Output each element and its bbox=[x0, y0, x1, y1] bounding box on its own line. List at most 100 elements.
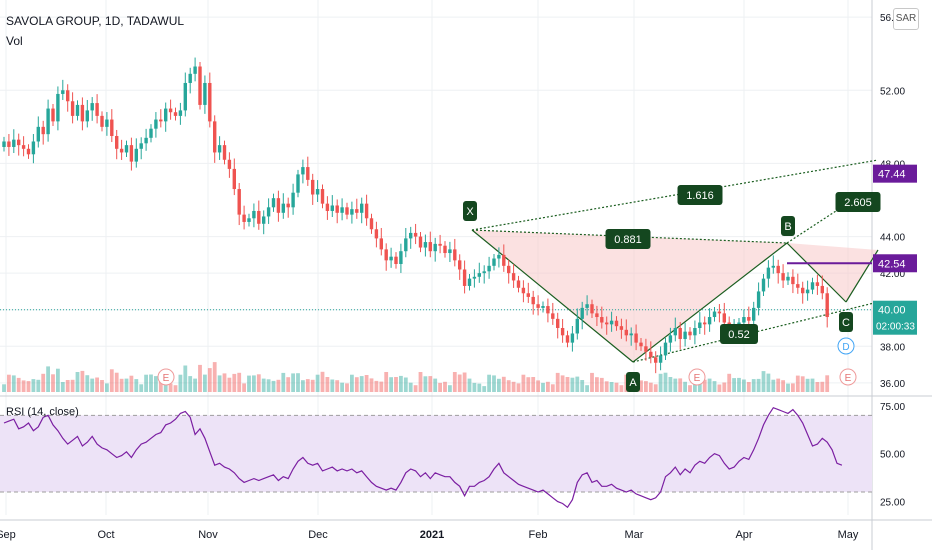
candle-body bbox=[614, 320, 619, 327]
x-tick-label: Sep bbox=[0, 529, 16, 541]
candle-body bbox=[217, 145, 222, 153]
volume-bar bbox=[129, 375, 134, 392]
volume-bar bbox=[207, 368, 212, 392]
candle-body bbox=[502, 254, 506, 266]
volume-bar bbox=[727, 373, 732, 392]
volume-bar bbox=[256, 374, 261, 392]
volume-bar bbox=[21, 380, 26, 392]
price-axis: Sep Oct Nov Dec 2021 Feb Mar Apr May 36.00 38.00 42… bbox=[0, 13, 917, 541]
candle-body bbox=[237, 189, 241, 215]
candle-body bbox=[374, 229, 379, 239]
volume-bar bbox=[379, 381, 384, 392]
price-tag-last: 40.00 bbox=[878, 305, 906, 317]
candle-body bbox=[301, 167, 305, 175]
volume-bar bbox=[168, 383, 173, 392]
volume-bar bbox=[247, 375, 251, 392]
volume-bar bbox=[550, 384, 555, 392]
candle-body bbox=[551, 313, 555, 319]
volume-bar bbox=[281, 372, 286, 392]
volume-bar bbox=[222, 373, 227, 392]
candle-body bbox=[771, 265, 775, 268]
candle-body bbox=[438, 243, 442, 246]
volume-bar bbox=[648, 382, 653, 392]
point-c-bg bbox=[839, 312, 853, 332]
volume-bar bbox=[825, 375, 830, 392]
volume-bar bbox=[443, 381, 447, 392]
candle-body bbox=[786, 276, 790, 281]
candle-body bbox=[208, 82, 212, 122]
volume-bar bbox=[482, 386, 487, 392]
candle-body bbox=[756, 291, 761, 308]
volume-bar bbox=[722, 382, 727, 392]
earnings-marker-bg bbox=[839, 368, 857, 386]
volume-bar bbox=[276, 379, 281, 392]
candle-body bbox=[66, 90, 70, 102]
candle-body bbox=[17, 139, 21, 146]
y-tick-label: 52.00 bbox=[880, 86, 905, 97]
candle-body bbox=[443, 245, 447, 254]
volume-bar bbox=[271, 380, 276, 392]
y-tick-label: 44.00 bbox=[880, 233, 905, 244]
candle-body bbox=[458, 260, 462, 270]
volume-bar bbox=[119, 378, 124, 392]
point-a-bg bbox=[626, 372, 640, 392]
volume-bar bbox=[325, 377, 330, 392]
volume-bar bbox=[193, 378, 197, 392]
fib-label-052: 0.52 bbox=[728, 329, 749, 341]
candle-body bbox=[399, 251, 403, 264]
rsi-tick-label: 75.00 bbox=[880, 402, 905, 413]
volume-bar bbox=[2, 384, 6, 392]
x-tick-label: 2021 bbox=[420, 529, 444, 541]
volume-bar bbox=[438, 382, 442, 392]
candle-body bbox=[56, 93, 60, 122]
volume-bar bbox=[335, 380, 340, 392]
volume-bar bbox=[389, 377, 393, 392]
candle-body bbox=[242, 214, 246, 222]
volume-bar bbox=[232, 373, 237, 392]
candle-body bbox=[619, 326, 624, 330]
volume-bar bbox=[541, 382, 545, 392]
candle-body bbox=[178, 110, 183, 116]
point-b: B bbox=[784, 221, 791, 233]
volume-bar bbox=[340, 382, 344, 392]
candle-body bbox=[477, 273, 481, 277]
candle-body bbox=[404, 238, 408, 252]
volume-bar bbox=[673, 378, 678, 392]
volume-bar bbox=[805, 378, 810, 392]
candle-body bbox=[26, 148, 31, 155]
candle-body bbox=[46, 108, 50, 135]
rsi-label: RSI (14, close) bbox=[6, 406, 79, 418]
candle-body bbox=[154, 119, 158, 129]
rsi-line bbox=[3, 406, 843, 509]
fib-label-0881-bg bbox=[605, 229, 651, 249]
volume-bar bbox=[364, 375, 369, 392]
candle-body bbox=[85, 110, 89, 122]
candle-body bbox=[536, 304, 540, 308]
candle-body bbox=[683, 331, 687, 339]
candle-body bbox=[213, 121, 217, 153]
volume-bar bbox=[65, 380, 70, 392]
candle-body bbox=[796, 284, 800, 288]
x-tick-label: Oct bbox=[97, 529, 114, 541]
volume-bar bbox=[737, 377, 741, 392]
currency-button[interactable]: SAR bbox=[893, 8, 919, 30]
volume-bar bbox=[149, 374, 153, 392]
x-tick-label: Apr bbox=[735, 529, 752, 541]
volume-bar bbox=[212, 362, 217, 392]
volume-bar bbox=[712, 381, 717, 392]
volume-bar bbox=[433, 378, 438, 392]
price-tag-b: 42.54 bbox=[878, 258, 906, 270]
candle-body bbox=[644, 346, 648, 352]
candle-body bbox=[698, 322, 702, 328]
candle-body bbox=[222, 145, 227, 160]
volume-bar bbox=[585, 385, 589, 392]
candle-body bbox=[722, 313, 726, 323]
candle-body bbox=[7, 141, 11, 147]
candle-body bbox=[585, 304, 589, 308]
volume-bar bbox=[227, 377, 232, 392]
candle-body bbox=[90, 103, 94, 111]
x-tick-label: Mar bbox=[625, 529, 644, 541]
volume-bar bbox=[60, 382, 65, 392]
candle-body bbox=[752, 307, 756, 321]
